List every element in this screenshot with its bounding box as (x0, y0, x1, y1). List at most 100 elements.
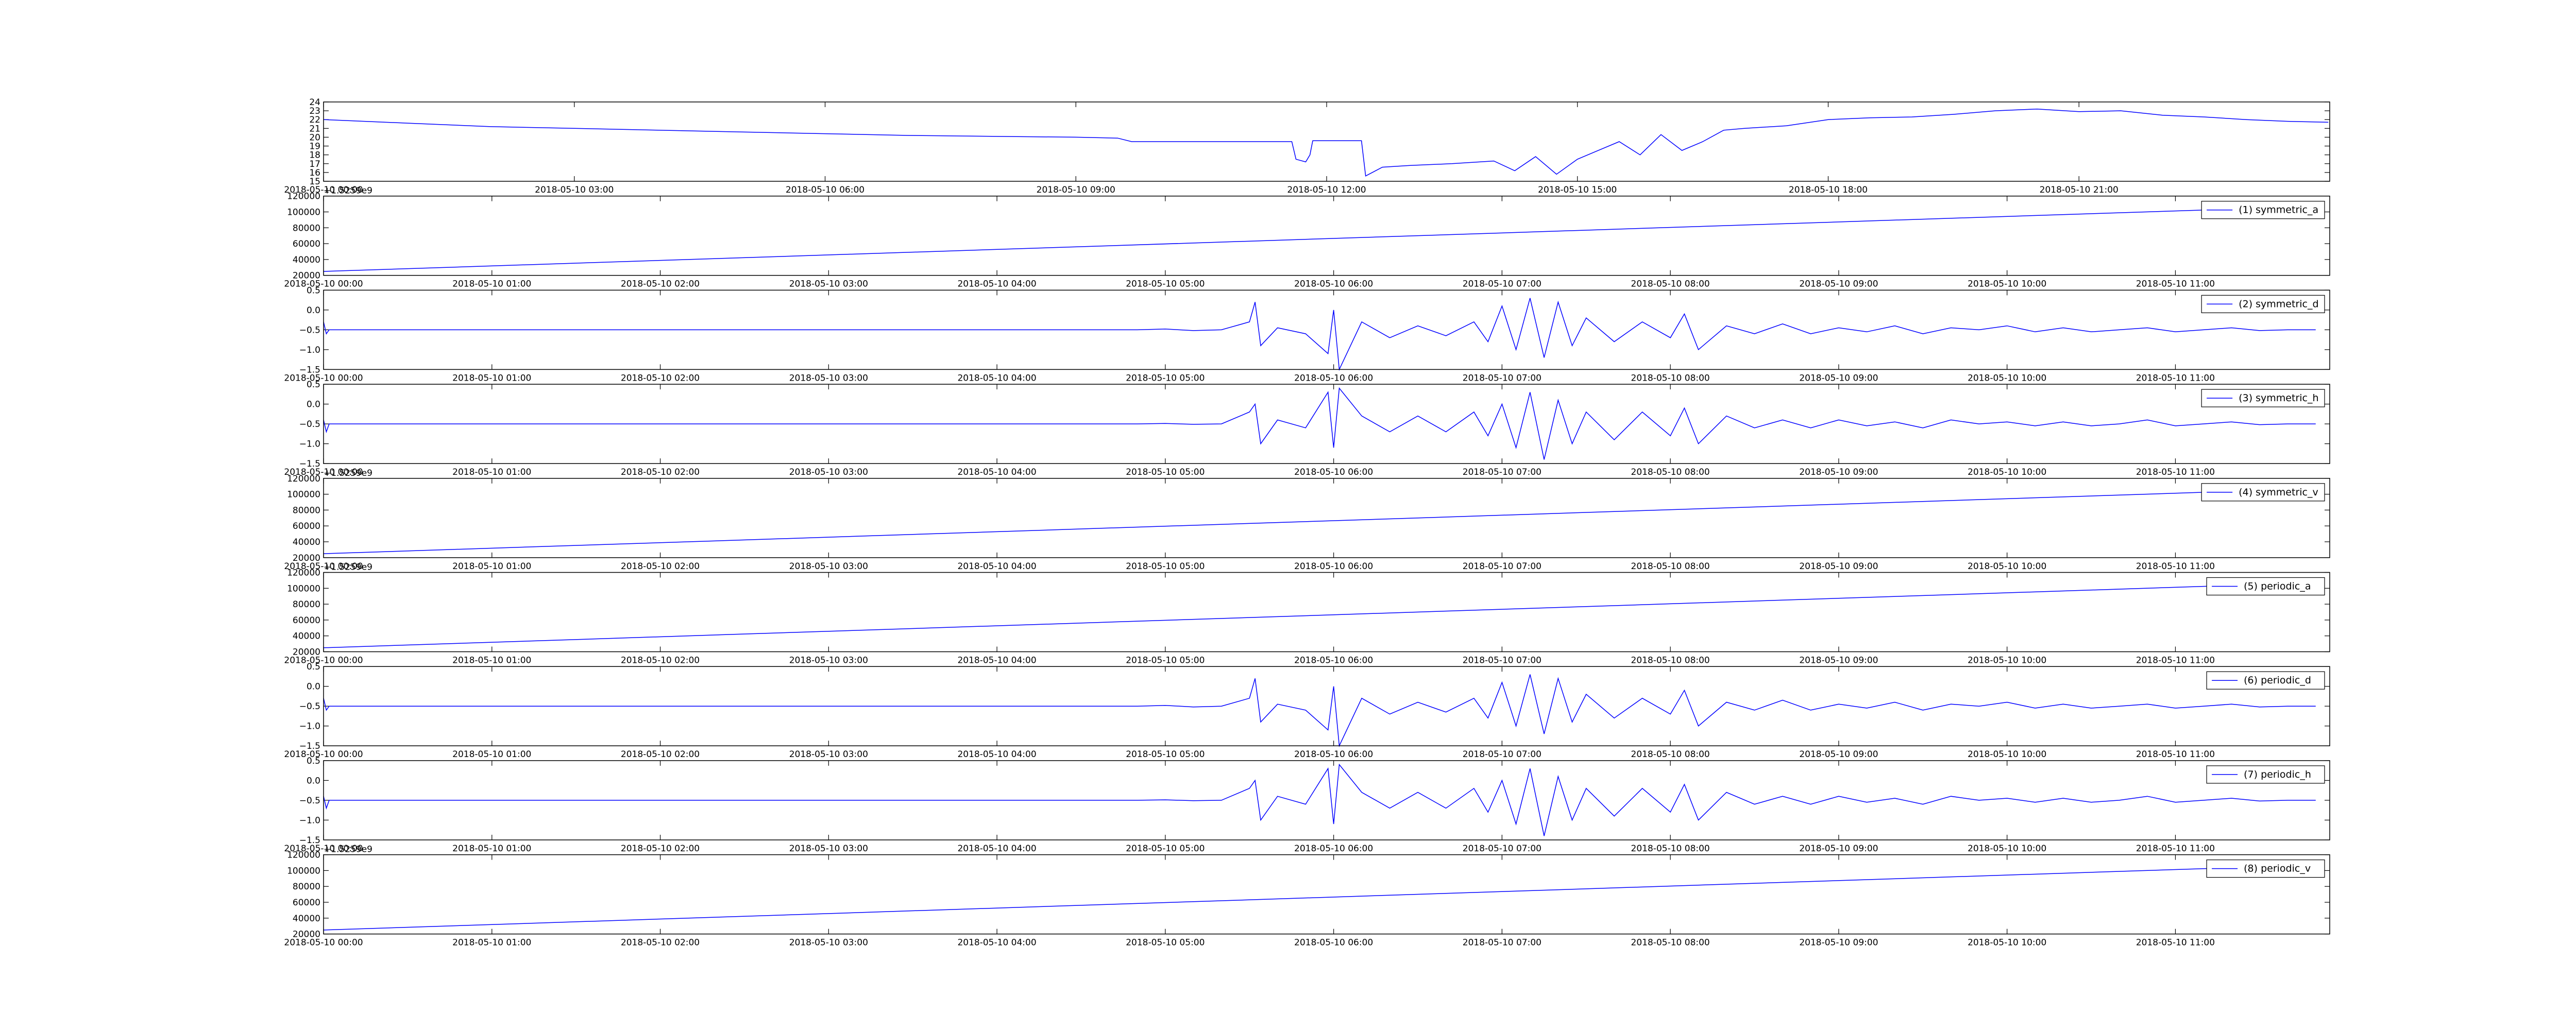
x-tick-label: 2018-05-10 00:00 (284, 185, 363, 195)
x-tick-label: 2018-05-10 07:00 (1463, 844, 1541, 854)
x-tick-label: 2018-05-10 02:00 (621, 749, 700, 760)
y-tick-label: 17 (309, 159, 320, 169)
x-tick-label: 2018-05-10 07:00 (1463, 279, 1541, 289)
axes-frame (323, 854, 2330, 935)
x-tick-label: 2018-05-10 06:00 (1294, 279, 1373, 289)
y-tick-label: −0.5 (299, 796, 320, 806)
x-tick-label: 2018-05-10 10:00 (1968, 373, 2046, 383)
x-tick-label: 2018-05-10 05:00 (1126, 749, 1205, 760)
y-tick-label: 20 (309, 132, 320, 143)
data-line (323, 674, 2316, 747)
x-tick-label: 2018-05-10 00:00 (284, 279, 363, 289)
x-tick-label: 2018-05-10 02:00 (621, 656, 700, 666)
data-line (323, 763, 2316, 836)
x-tick-label: 2018-05-10 06:00 (1294, 938, 1373, 948)
x-tick-label: 2018-05-10 04:00 (957, 373, 1036, 383)
y-tick-label: 100000 (287, 583, 320, 594)
y-tick-label: −1.0 (299, 345, 320, 355)
x-tick-label: 2018-05-10 09:00 (1799, 561, 1878, 572)
x-tick-label: 2018-05-10 04:00 (957, 279, 1036, 289)
x-tick-label: 2018-05-10 07:00 (1463, 749, 1541, 760)
x-tick-label: 2018-05-10 04:00 (957, 467, 1036, 477)
y-tick-label: 120000 (287, 568, 320, 578)
data-line (323, 205, 2316, 272)
y-tick-label: 0.0 (307, 682, 320, 692)
y-tick-label: 21 (309, 124, 320, 134)
y-tick-label: 40000 (293, 631, 320, 642)
x-tick-label: 2018-05-10 03:00 (789, 467, 868, 477)
axes-frame (323, 289, 2330, 370)
y-tick-label: 0.0 (307, 305, 320, 316)
x-tick-label: 2018-05-10 03:00 (789, 844, 868, 854)
y-tick-label: −1.0 (299, 439, 320, 450)
y-tick-label: 0.5 (307, 662, 320, 672)
x-tick-label: 2018-05-10 08:00 (1631, 749, 1710, 760)
y-tick-label: 120000 (287, 192, 320, 202)
x-tick-label: 2018-05-10 06:00 (1294, 749, 1373, 760)
data-line (323, 108, 2329, 177)
x-tick-label: 2018-05-10 08:00 (1631, 373, 1710, 383)
data-line (323, 387, 2316, 460)
y-tick-label: 120000 (287, 474, 320, 484)
x-tick-label: 2018-05-10 10:00 (1968, 279, 2046, 289)
x-tick-label: 2018-05-10 05:00 (1126, 938, 1205, 948)
x-tick-label: 2018-05-10 07:00 (1463, 938, 1541, 948)
x-tick-label: 2018-05-10 08:00 (1631, 656, 1710, 666)
x-tick-label: 2018-05-10 01:00 (452, 561, 531, 572)
x-tick-label: 2018-05-10 02:00 (621, 561, 700, 572)
axes-frame (323, 101, 2330, 182)
y-tick-label: 100000 (287, 208, 320, 218)
y-tick-label: 100000 (287, 490, 320, 500)
x-tick-label: 2018-05-10 10:00 (1968, 656, 2046, 666)
y-tick-label: 15 (309, 177, 320, 187)
x-tick-label: 2018-05-10 04:00 (957, 844, 1036, 854)
y-tick-label: 40000 (293, 914, 320, 924)
x-tick-label: 2018-05-10 06:00 (1294, 373, 1373, 383)
y-tick-label: 60000 (293, 615, 320, 626)
axes-frame (323, 384, 2330, 464)
x-tick-label: 2018-05-10 18:00 (1789, 185, 1868, 195)
y-tick-label: −0.5 (299, 325, 320, 335)
x-tick-label: 2018-05-10 15:00 (1538, 185, 1617, 195)
x-tick-label: 2018-05-10 06:00 (1294, 561, 1373, 572)
x-tick-label: 2018-05-10 00:00 (284, 844, 363, 854)
x-tick-label: 2018-05-10 02:00 (621, 938, 700, 948)
y-tick-label: 60000 (293, 898, 320, 908)
x-tick-label: 2018-05-10 11:00 (2136, 656, 2215, 666)
x-tick-label: 2018-05-10 01:00 (452, 844, 531, 854)
x-tick-label: 2018-05-10 12:00 (1287, 185, 1366, 195)
data-line (323, 582, 2316, 648)
legend-label: (3) symmetric_h (2239, 392, 2318, 404)
y-tick-label: −0.5 (299, 701, 320, 712)
x-tick-label: 2018-05-10 11:00 (2136, 373, 2215, 383)
legend-label: (2) symmetric_d (2239, 298, 2318, 310)
x-tick-label: 2018-05-10 05:00 (1126, 561, 1205, 572)
x-tick-label: 2018-05-10 01:00 (452, 279, 531, 289)
x-tick-label: 2018-05-10 03:00 (789, 656, 868, 666)
y-tick-label: 80000 (293, 223, 320, 233)
y-tick-label: 0.0 (307, 400, 320, 410)
x-tick-label: 2018-05-10 00:00 (284, 749, 363, 760)
y-tick-label: −1.5 (299, 365, 320, 375)
x-tick-label: 2018-05-10 00:00 (284, 938, 363, 948)
x-tick-label: 2018-05-10 06:00 (1294, 467, 1373, 477)
x-tick-label: 2018-05-10 05:00 (1126, 373, 1205, 383)
x-tick-label: 2018-05-10 01:00 (452, 938, 531, 948)
y-tick-label: 40000 (293, 537, 320, 547)
x-tick-label: 2018-05-10 11:00 (2136, 279, 2215, 289)
axes-frame (323, 195, 2330, 276)
y-tick-label: 60000 (293, 239, 320, 249)
x-tick-label: 2018-05-10 04:00 (957, 749, 1036, 760)
y-tick-label: 19 (309, 142, 320, 152)
offset-label: +1.5259e9 (324, 562, 372, 573)
data-line (323, 298, 2316, 371)
x-tick-label: 2018-05-10 10:00 (1968, 844, 2046, 854)
x-tick-label: 2018-05-10 08:00 (1631, 938, 1710, 948)
y-tick-label: −1.5 (299, 741, 320, 751)
data-line (323, 864, 2316, 931)
y-tick-label: 20000 (293, 930, 320, 940)
legend-box (2206, 577, 2325, 596)
axes-background (324, 478, 2330, 558)
x-tick-label: 2018-05-10 00:00 (284, 467, 363, 477)
x-tick-label: 2018-05-10 07:00 (1463, 467, 1541, 477)
